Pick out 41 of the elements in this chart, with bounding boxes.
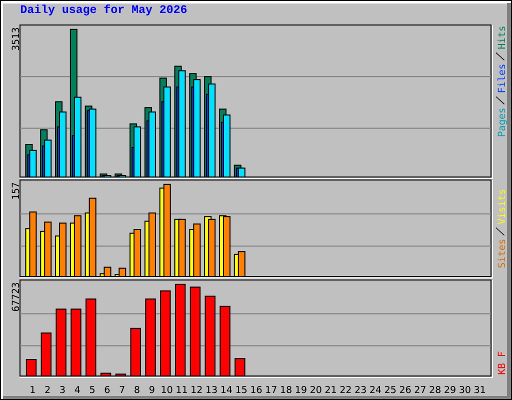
x-tick-label: 26 bbox=[400, 386, 411, 394]
x-tick-label: 6 bbox=[104, 386, 110, 394]
x-tick-label: 14 bbox=[221, 386, 232, 393]
x-tick-label: 13 bbox=[206, 386, 217, 394]
legend-label: Sites bbox=[498, 240, 506, 268]
x-tick-label: 10 bbox=[162, 386, 172, 394]
x-tick-label: 2 bbox=[45, 386, 50, 393]
legend-label: Files bbox=[498, 64, 506, 92]
x-tick-label: 8 bbox=[134, 386, 140, 394]
x-tick-label: 1 bbox=[30, 386, 35, 393]
x-tick-label: 5 bbox=[90, 386, 94, 394]
x-tick-label: 17 bbox=[266, 386, 276, 393]
text: Visits bbox=[498, 190, 506, 224]
x-tick-label: 18 bbox=[281, 386, 292, 394]
x-tick-label: 28 bbox=[430, 386, 440, 394]
x-tick-label: 30 bbox=[460, 386, 470, 394]
x-tick-label: 27 bbox=[414, 386, 426, 393]
x-tick-label: 23 bbox=[355, 386, 366, 394]
x-tick-label: 3 bbox=[60, 386, 65, 394]
x-tick-label: 11 bbox=[176, 386, 187, 393]
x-tick-label: 12 bbox=[192, 386, 202, 393]
text: 67723 bbox=[12, 282, 20, 312]
x-tick-label: 19 bbox=[296, 386, 306, 394]
text: Hits bbox=[498, 26, 506, 49]
legend-label: Pages bbox=[498, 108, 508, 136]
x-tick-label: 7 bbox=[120, 386, 124, 393]
x-tick-label: 24 bbox=[370, 386, 382, 393]
x-tick-label: 31 bbox=[474, 386, 485, 394]
text: KB F bbox=[498, 352, 506, 374]
x-tick-label: 16 bbox=[251, 386, 262, 394]
text: 3513 bbox=[12, 28, 20, 50]
x-tick-label: 15 bbox=[236, 386, 247, 394]
text: 157 bbox=[12, 182, 20, 199]
x-tick-label: 25 bbox=[385, 386, 396, 394]
x-tick-label: 20 bbox=[310, 386, 322, 394]
x-tick-label: 22 bbox=[340, 386, 351, 393]
chart-title: Daily usage for May 2026 bbox=[20, 4, 187, 16]
x-tick-label: 29 bbox=[444, 386, 456, 394]
x-tick-label: 4 bbox=[74, 386, 80, 393]
x-tick-label: 9 bbox=[149, 386, 154, 394]
x-tick-label: 21 bbox=[325, 386, 336, 393]
